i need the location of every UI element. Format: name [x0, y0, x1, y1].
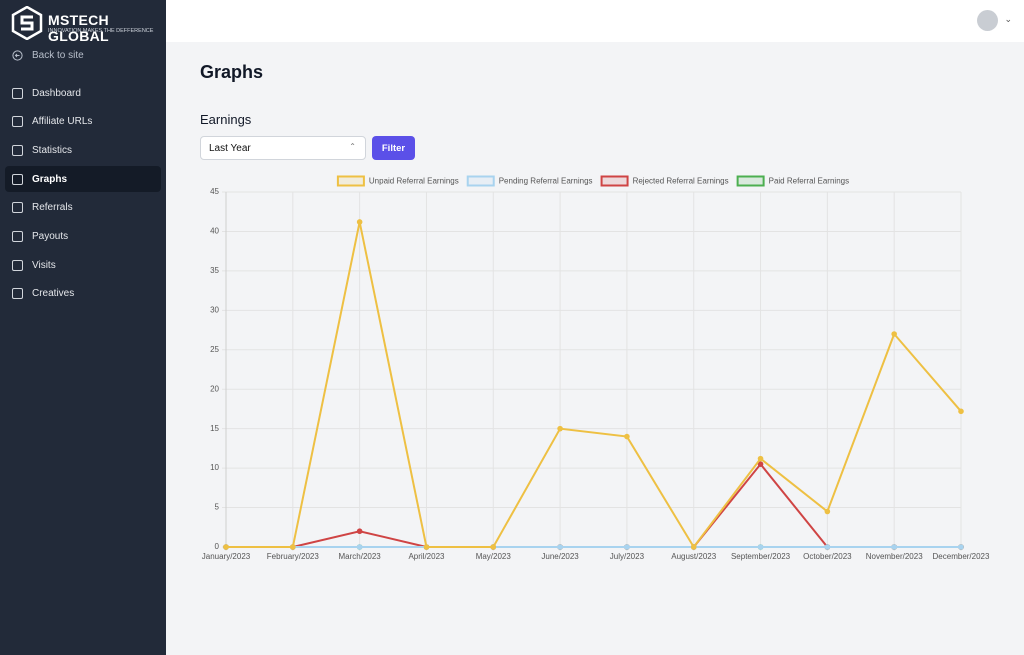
- data-point: [690, 544, 697, 550]
- data-point: [891, 544, 897, 550]
- legend-swatch: [600, 175, 629, 187]
- top-bar: ⌄: [166, 0, 1024, 42]
- nav-icon: [12, 202, 23, 214]
- caret[interactable]: ⌄: [1004, 14, 1012, 24]
- nav-item[interactable]: Statistics: [5, 137, 161, 163]
- y-tick-label: 15: [210, 424, 219, 433]
- nav-item[interactable]: Graphs: [5, 166, 161, 193]
- nav-label: Payouts: [32, 230, 69, 242]
- nav-icon: [12, 144, 23, 156]
- y-tick-label: 20: [210, 384, 219, 393]
- legend-swatch: [736, 175, 765, 187]
- x-tick-label: February/2023: [267, 552, 320, 561]
- x-tick-label: May/2023: [476, 552, 512, 561]
- x-tick-label: October/2023: [803, 552, 852, 561]
- legend-label: Rejected Referral Earnings: [633, 177, 729, 186]
- y-tick-label: 10: [210, 463, 219, 472]
- data-point: [757, 461, 764, 467]
- x-tick-label: July/2023: [610, 552, 645, 561]
- logo: [11, 6, 43, 40]
- filter-button[interactable]: Filter: [372, 136, 415, 160]
- nav-label: Visits: [32, 259, 56, 271]
- nav-item[interactable]: Payouts: [5, 223, 161, 249]
- tagline: INNOVATION MAKES THE DEFFERENCE: [48, 28, 154, 34]
- data-point: [290, 544, 296, 550]
- avatar[interactable]: [977, 10, 998, 31]
- period-select[interactable]: Last Year: [200, 136, 366, 160]
- nav-item[interactable]: Referrals: [5, 195, 161, 221]
- page-title: Graphs: [200, 62, 264, 82]
- nav-icon: [12, 288, 23, 300]
- series-line: [226, 221, 962, 549]
- brand: MSTECH GLOBAL: [48, 12, 109, 44]
- nav-item[interactable]: Dashboard: [5, 80, 161, 106]
- nav-icon: [12, 87, 23, 99]
- nav-icon: [12, 230, 23, 242]
- y-tick-label: 5: [215, 503, 220, 512]
- nav: Dashboard Affiliate URLs Statistics Graphs R…: [5, 80, 161, 310]
- legend-swatch: [466, 175, 495, 187]
- legend-swatch: [336, 175, 365, 187]
- x-tick-label: June/2023: [541, 552, 579, 561]
- data-point: [490, 544, 497, 550]
- x-tick-label: March/2023: [339, 552, 382, 561]
- nav-label: Dashboard: [32, 87, 81, 99]
- y-tick-label: 30: [210, 305, 219, 314]
- data-point: [624, 433, 630, 440]
- legend-label: Pending Referral Earnings: [499, 177, 593, 186]
- y-tick-label: 45: [210, 187, 219, 196]
- x-tick-label: November/2023: [866, 552, 923, 561]
- back-text: Back to site: [32, 50, 84, 61]
- series-line: [226, 462, 961, 548]
- x-tick-label: December/2023: [933, 552, 990, 561]
- x-tick-label: April/2023: [408, 552, 445, 561]
- nav-label: Statistics: [32, 144, 73, 156]
- sidebar: MSTECH GLOBAL INNOVATION MAKES THE DEFFE…: [0, 0, 166, 655]
- data-point: [891, 331, 897, 337]
- data-point: [356, 528, 363, 535]
- chart: 0 5 10 15 20 25 30 35 40 45 January/2023 February/2…: [202, 175, 990, 561]
- x-tick-label: August/2023: [671, 552, 716, 561]
- nav-icon: [12, 173, 23, 185]
- x-tick-label: September/2023: [731, 552, 791, 561]
- nav-item[interactable]: Creatives: [5, 281, 161, 307]
- data-point: [356, 219, 363, 225]
- data-point: [958, 408, 964, 415]
- y-tick-label: 35: [210, 266, 219, 275]
- nav-label: Referrals: [32, 202, 73, 214]
- section-title: Earnings: [200, 112, 252, 127]
- y-tick-label: 25: [210, 345, 219, 354]
- nav-label: Affiliate URLs: [32, 116, 93, 128]
- back-link[interactable]: Back to site: [12, 50, 84, 61]
- legend-label: Paid Referral Earnings: [769, 177, 849, 186]
- y-tick-label: 40: [210, 227, 219, 236]
- nav-item[interactable]: Visits: [5, 252, 161, 278]
- data-point: [824, 544, 831, 550]
- data-point: [557, 425, 563, 432]
- data-point: [557, 544, 563, 550]
- nav-icon: [12, 116, 23, 128]
- x-tick-label: January/2023: [202, 552, 251, 561]
- nav-item[interactable]: Affiliate URLs: [5, 109, 161, 135]
- nav-label: Graphs: [32, 173, 68, 185]
- nav-label: Creatives: [32, 288, 75, 300]
- data-point: [958, 544, 964, 550]
- data-point: [423, 544, 430, 550]
- y-tick-label: 0: [215, 542, 220, 551]
- back-icon: [12, 50, 23, 61]
- nav-icon: [12, 259, 23, 271]
- data-point: [824, 508, 831, 515]
- data-point: [223, 544, 229, 550]
- legend-label: Unpaid Referral Earnings: [369, 177, 459, 186]
- data-point: [757, 455, 764, 462]
- data-point: [757, 544, 764, 550]
- data-point: [624, 544, 630, 550]
- data-point: [356, 544, 363, 550]
